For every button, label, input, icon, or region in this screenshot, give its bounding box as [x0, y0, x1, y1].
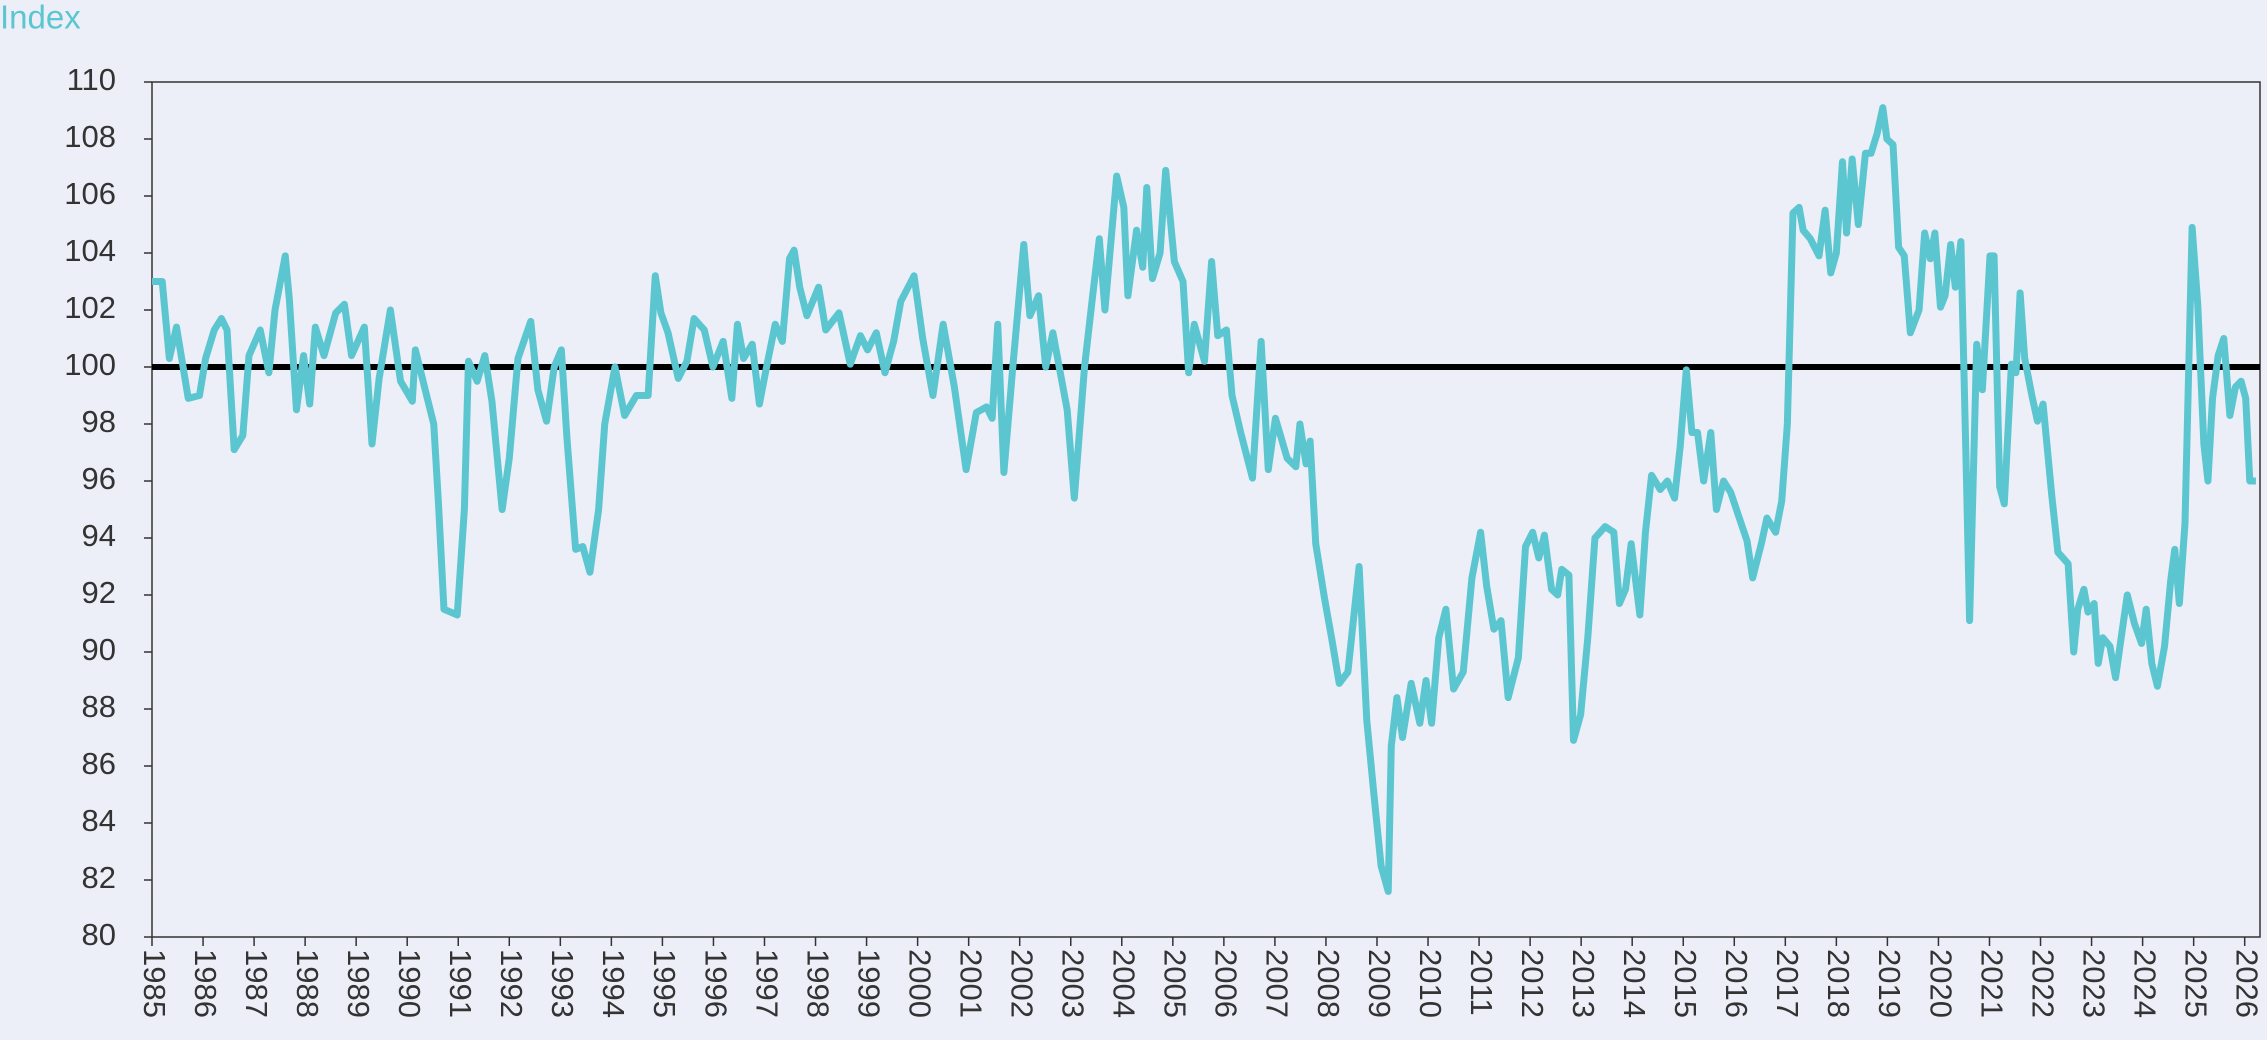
x-tick-label: 2005 [1158, 949, 1193, 1018]
y-tick-label: 96 [82, 461, 116, 496]
y-tick-label: 102 [64, 290, 116, 325]
x-tick-label: 1991 [443, 949, 478, 1018]
x-tick-label: 2014 [1617, 949, 1652, 1018]
plot-area [151, 81, 2261, 938]
y-tick-label: 98 [82, 404, 116, 439]
y-tick-label: 84 [82, 803, 116, 838]
x-tick-label: 1990 [392, 949, 427, 1018]
x-tick-label: 2015 [1668, 949, 1703, 1018]
y-tick-label: 94 [82, 518, 116, 553]
x-tick-label: 2010 [1413, 949, 1448, 1018]
x-tick-label: 2018 [1821, 949, 1856, 1018]
x-tick-label: 1997 [749, 949, 784, 1018]
x-tick-label: 2012 [1515, 949, 1550, 1018]
y-tick-label: 88 [82, 689, 116, 724]
x-tick-label: 2000 [902, 949, 937, 1018]
x-tick-label: 2020 [1923, 949, 1958, 1018]
y-tick-label: 86 [82, 746, 116, 781]
data-line [152, 104, 2256, 895]
x-tick-label: 1988 [290, 949, 325, 1018]
x-tick-label: 2006 [1209, 949, 1244, 1018]
y-tick-label: 106 [64, 176, 116, 211]
y-tick-label: 82 [82, 860, 116, 895]
x-tick-label: 2013 [1566, 949, 1601, 1018]
x-tick-label: 1993 [545, 949, 580, 1018]
x-tick-label: 2008 [1311, 949, 1346, 1018]
x-tick-label: 1998 [800, 949, 835, 1018]
x-tick-label: 2016 [1719, 949, 1754, 1018]
y-tick-label: 90 [82, 632, 116, 667]
x-tick-label: 1999 [851, 949, 886, 1018]
x-tick-label: 2001 [953, 949, 988, 1018]
x-tick-label: 2002 [1005, 949, 1040, 1018]
x-tick-label: 1996 [698, 949, 733, 1018]
y-tick-label: 100 [64, 347, 116, 382]
y-tick-label: 92 [82, 575, 116, 610]
x-tick-label: 2023 [2076, 949, 2111, 1018]
x-tick-label: 2017 [1770, 949, 1805, 1018]
x-tick-label: 2022 [2025, 949, 2060, 1018]
x-tick-label: 2004 [1107, 949, 1142, 1018]
x-tick-label: 1995 [647, 949, 682, 1018]
y-axis-label: Index [0, 0, 81, 36]
x-tick-label: 2026 [2230, 949, 2265, 1018]
x-tick-label: 2007 [1260, 949, 1295, 1018]
x-tick-label: 2019 [1872, 949, 1907, 1018]
x-tick-label: 1987 [239, 949, 274, 1018]
x-tick-label: 2011 [1464, 949, 1499, 1016]
x-tick-label: 2021 [1974, 949, 2009, 1018]
x-tick-label: 2009 [1362, 949, 1397, 1018]
y-tick-label: 110 [67, 62, 116, 97]
y-tick-label: 108 [64, 119, 116, 154]
x-tick-label: 1985 [137, 949, 172, 1018]
x-tick-label: 1989 [341, 949, 376, 1018]
x-tick-label: 2024 [2127, 949, 2162, 1018]
y-tick-label: 104 [64, 233, 116, 268]
x-tick-label: 1986 [188, 949, 223, 1018]
x-tick-label: 1994 [596, 949, 631, 1018]
x-tick-label: 2003 [1056, 949, 1091, 1018]
x-tick-label: 1992 [494, 949, 529, 1018]
y-tick-label: 80 [82, 917, 116, 952]
x-tick-label: 2025 [2178, 949, 2213, 1018]
